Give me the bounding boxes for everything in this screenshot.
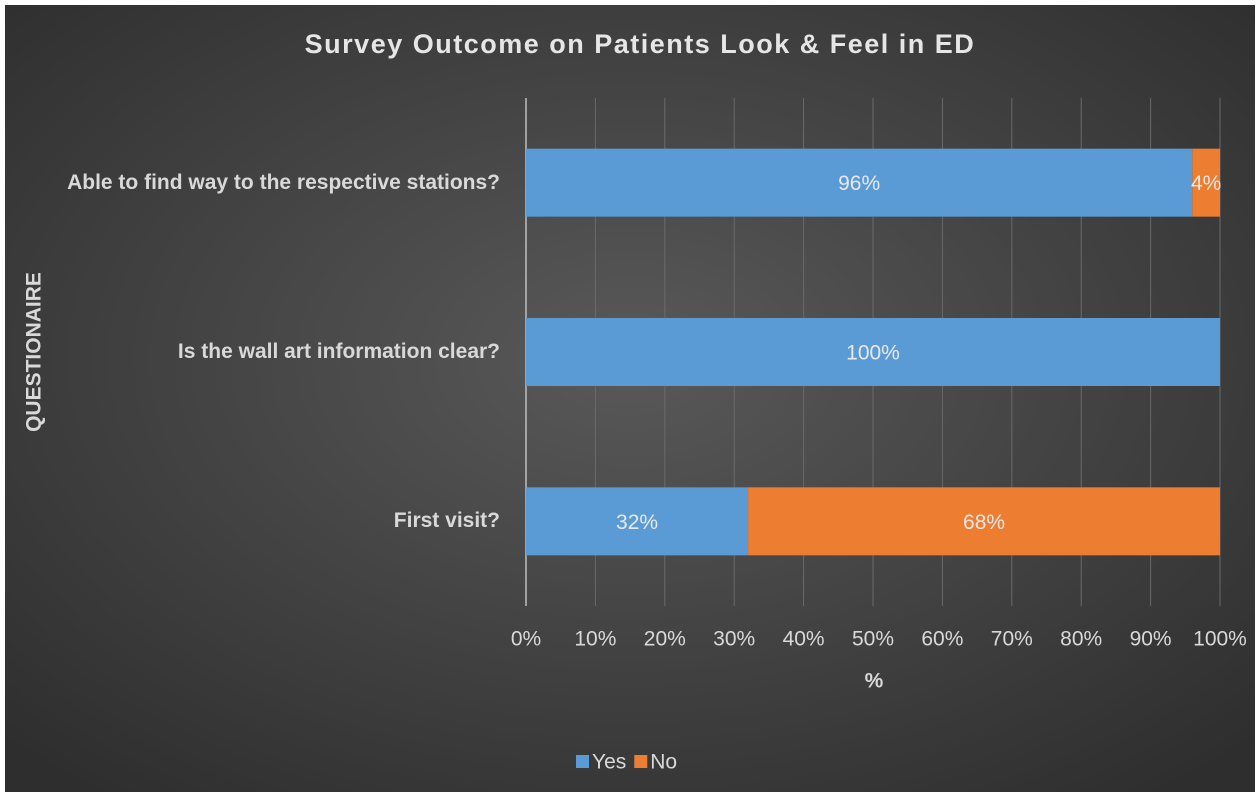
x-tick-label: 0% [511,628,541,651]
legend-label: No [650,751,677,774]
x-axis-title: % [865,670,884,693]
data-label: 4% [1191,172,1221,195]
bar-segment [748,487,1220,556]
legend-swatch [576,755,589,768]
bar-segment [1192,148,1220,217]
bar-segment [526,487,749,556]
x-tick-label: 30% [713,628,755,651]
data-label: 68% [963,511,1005,534]
data-label: 96% [838,172,880,195]
bar-segment [526,148,1193,217]
bar-segment [526,318,1220,386]
legend-label: Yes [592,751,626,774]
legend-swatch [634,755,648,768]
chart-background [5,5,1255,792]
data-label: 32% [616,511,658,534]
y-tick-label: Is the wall art information clear? [177,340,500,363]
x-tick-label: 90% [1130,628,1172,651]
x-tick-label: 70% [991,628,1033,651]
x-tick-label: 10% [574,628,616,651]
y-axis-title: QUESTIONAIRE [23,272,46,432]
x-tick-label: 20% [644,628,686,651]
x-tick-label: 80% [1060,628,1102,651]
y-tick-label: First visit? [393,509,500,533]
x-tick-label: 60% [921,628,963,651]
x-tick-label: 40% [783,628,825,651]
x-tick-label: 100% [1193,628,1247,651]
chart-title: Survey Outcome on Patients Look & Feel i… [305,29,976,59]
y-tick-label: Able to find way to the respective stati… [67,170,500,194]
data-label: 100% [846,342,900,365]
x-tick-label: 50% [852,628,894,651]
